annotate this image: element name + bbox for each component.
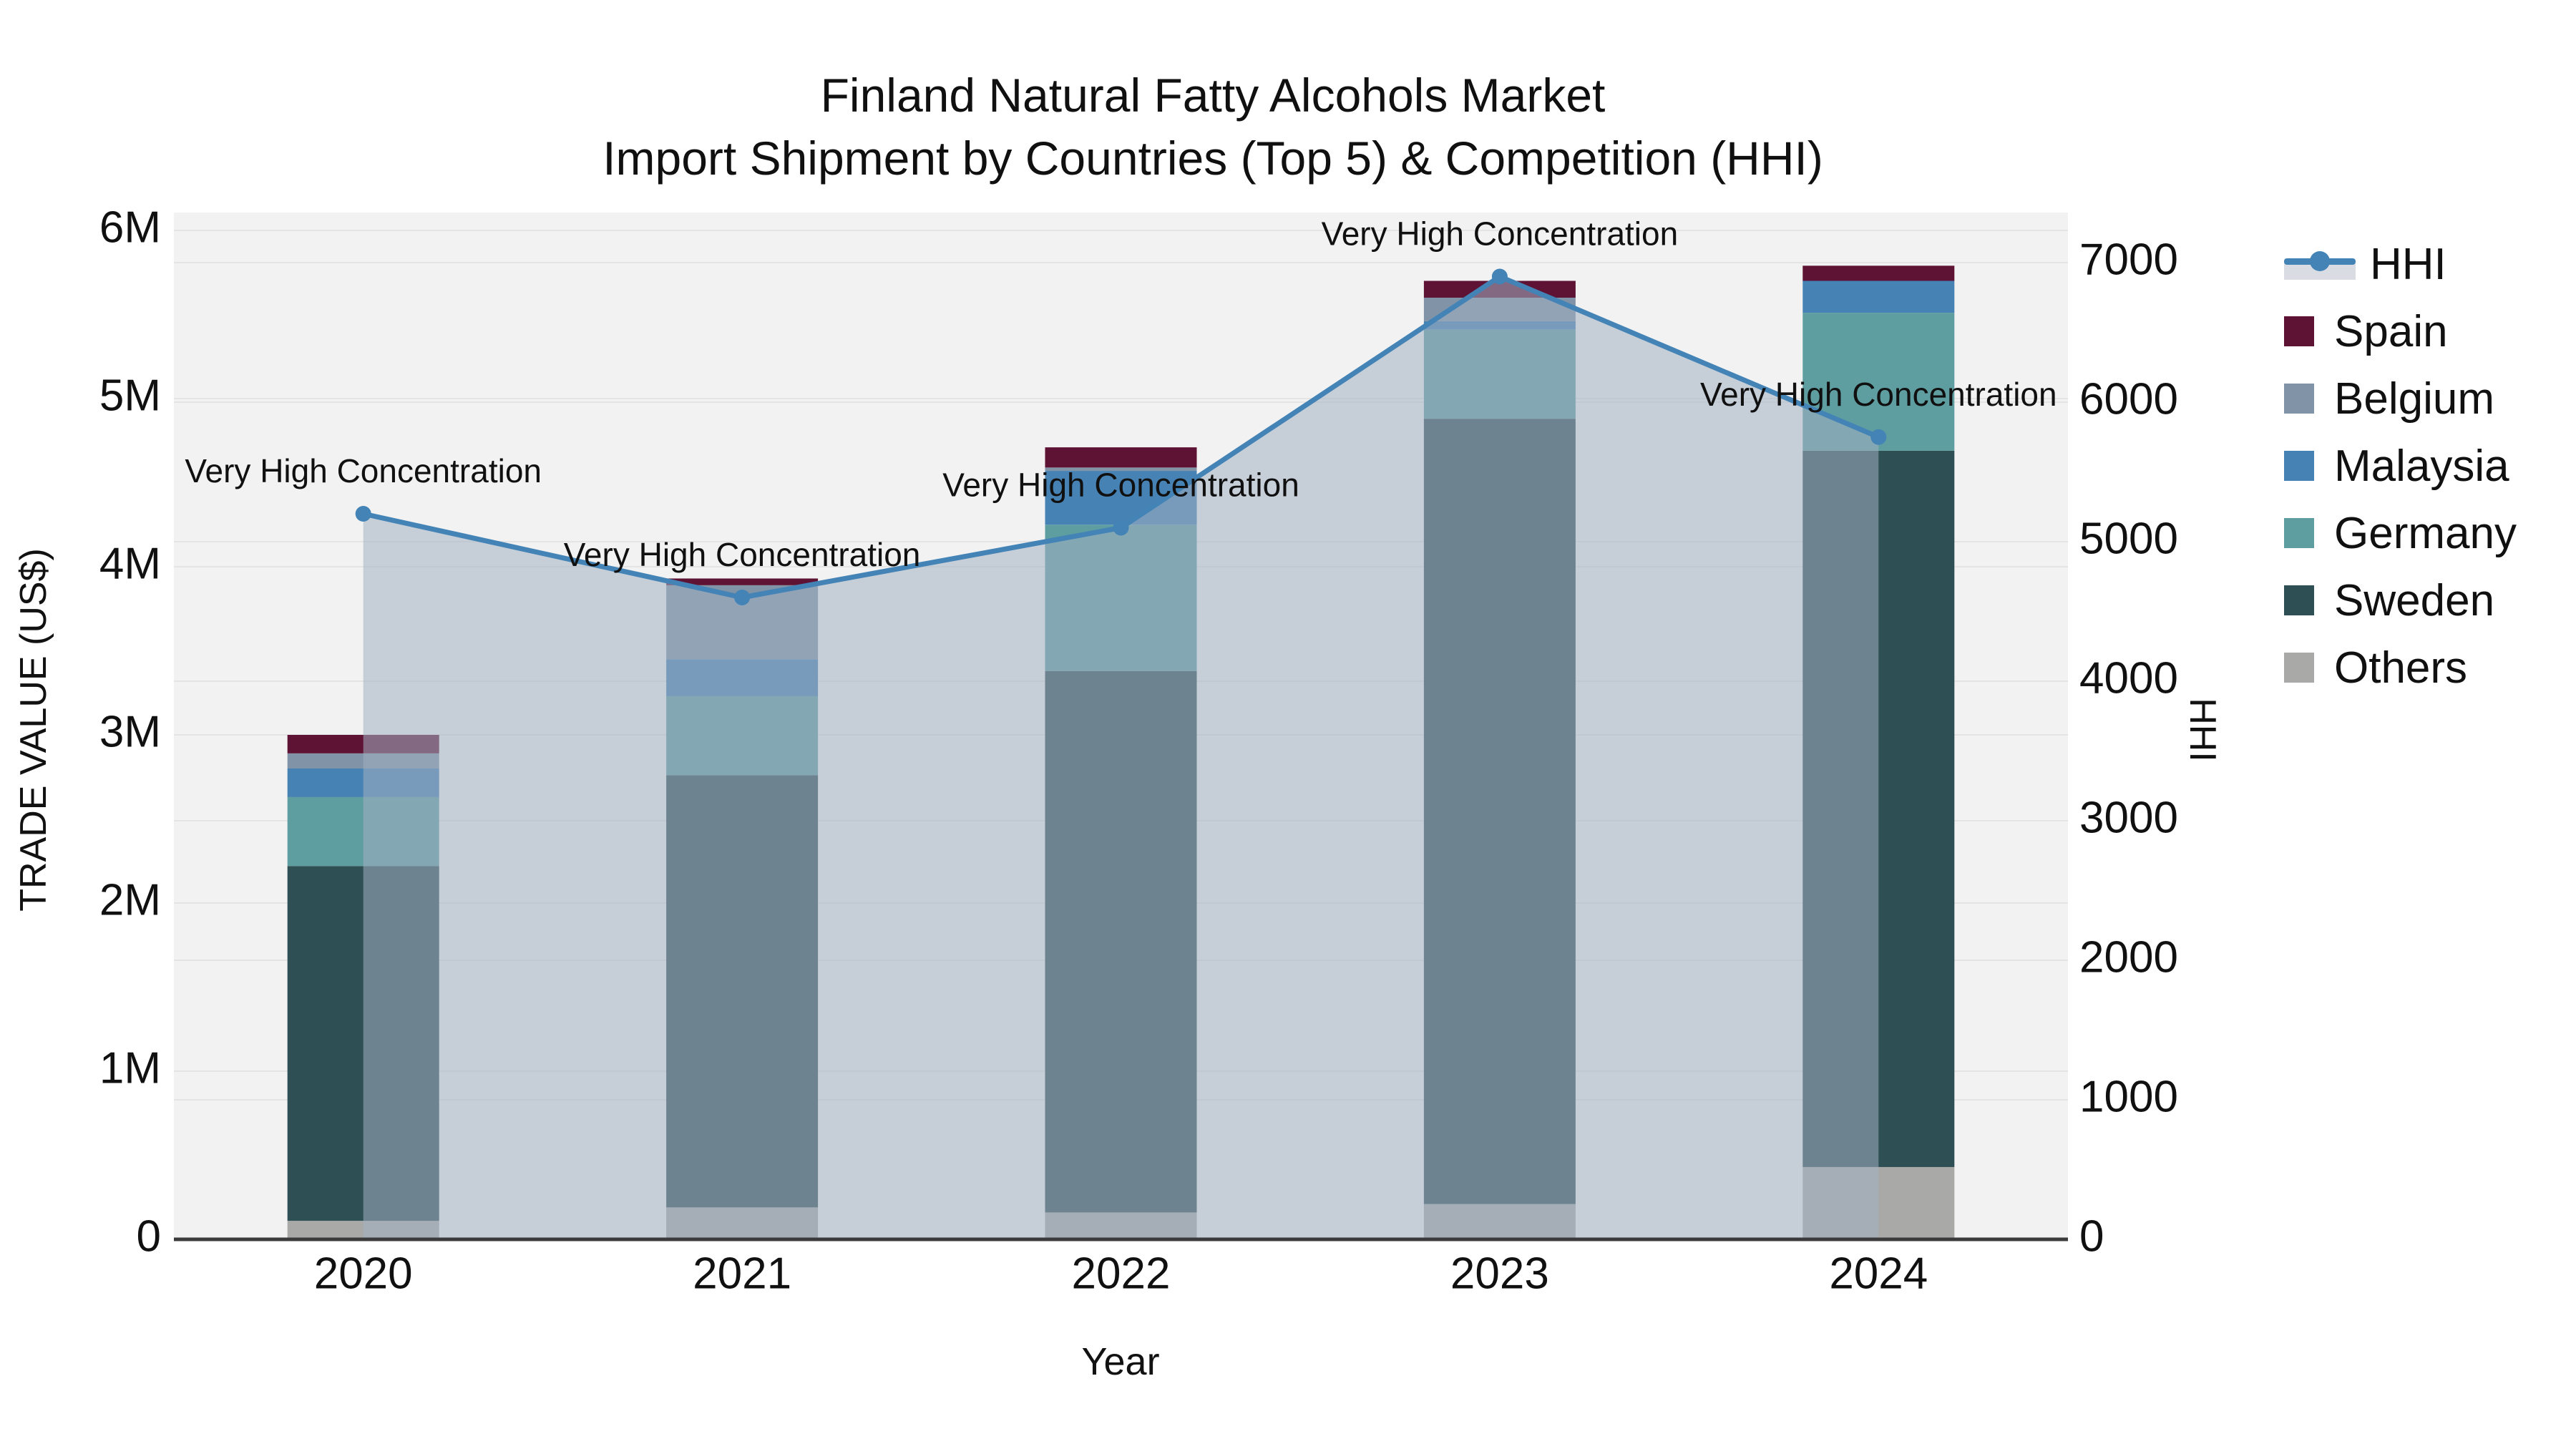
y-right-tick-label: 7000 bbox=[2079, 235, 2178, 284]
y-left-tick-label: 2M bbox=[99, 875, 161, 924]
annotation-2021: Very High Concentration bbox=[564, 536, 921, 573]
bar-segment-malaysia-2024 bbox=[1802, 280, 1955, 313]
x-tick-label-2021: 2021 bbox=[693, 1249, 791, 1298]
legend-swatch-belgium bbox=[2284, 384, 2314, 414]
bar-segment-spain-2024 bbox=[1802, 265, 1955, 281]
legend-label-sweden: Sweden bbox=[2334, 575, 2495, 625]
bar-segment-belgium-2022 bbox=[1045, 467, 1197, 472]
legend-item-malaysia[interactable]: Malaysia bbox=[2284, 432, 2517, 499]
annotation-2023: Very High Concentration bbox=[1322, 215, 1679, 253]
x-tick-label-2022: 2022 bbox=[1072, 1249, 1171, 1298]
legend-item-sweden[interactable]: Sweden bbox=[2284, 567, 2517, 634]
y-right-tick-label: 1000 bbox=[2079, 1072, 2178, 1121]
y-right-tick-label: 0 bbox=[2079, 1211, 2104, 1261]
hhi-area-fill bbox=[363, 276, 1879, 1239]
legend-swatch-malaysia bbox=[2284, 451, 2314, 481]
hhi-marker-2022 bbox=[1113, 519, 1129, 536]
legend-swatch-others bbox=[2284, 653, 2314, 683]
x-tick-label-2020: 2020 bbox=[314, 1249, 413, 1298]
legend-label-spain: Spain bbox=[2334, 306, 2448, 356]
legend-item-germany[interactable]: Germany bbox=[2284, 499, 2517, 567]
y-left-tick-label: 4M bbox=[99, 539, 161, 588]
chart-title-line1: Finland Natural Fatty Alcohols Market bbox=[820, 69, 1606, 122]
hhi-marker-2021 bbox=[734, 590, 751, 605]
legend: HHI Spain Belgium Malaysia Germany Swede… bbox=[2284, 230, 2517, 701]
bar-segment-spain-2021 bbox=[666, 578, 819, 585]
hhi-marker-2024 bbox=[1870, 429, 1887, 445]
y-left-tick-label: 1M bbox=[99, 1043, 161, 1093]
legend-swatch-spain bbox=[2284, 316, 2314, 346]
hhi-marker-2023 bbox=[1491, 268, 1508, 285]
annotation-2022: Very High Concentration bbox=[942, 467, 1299, 504]
bar-segment-spain-2022 bbox=[1045, 447, 1197, 468]
y-left-tick-label: 6M bbox=[99, 203, 161, 252]
legend-swatch-sweden bbox=[2284, 585, 2314, 615]
legend-label-malaysia: Malaysia bbox=[2334, 441, 2509, 491]
x-tick-label-2024: 2024 bbox=[1829, 1249, 1928, 1298]
y-right-tick-label: 5000 bbox=[2079, 514, 2178, 563]
legend-label-germany: Germany bbox=[2334, 508, 2517, 558]
legend-item-spain[interactable]: Spain bbox=[2284, 298, 2517, 365]
y-left-tick-label: 3M bbox=[99, 707, 161, 756]
legend-label-others: Others bbox=[2334, 643, 2468, 693]
legend-label-hhi: HHI bbox=[2370, 239, 2446, 289]
chart-title-line2: Import Shipment by Countries (Top 5) & C… bbox=[602, 132, 1823, 185]
y-left-tick-label: 0 bbox=[137, 1211, 161, 1261]
annotation-2020: Very High Concentration bbox=[185, 452, 542, 489]
x-tick-label-2023: 2023 bbox=[1450, 1249, 1549, 1298]
y-right-tick-label: 6000 bbox=[2079, 374, 2178, 424]
hhi-line-swatch-icon bbox=[2284, 245, 2356, 283]
legend-swatch-germany bbox=[2284, 518, 2314, 548]
y-right-tick-label: 4000 bbox=[2079, 653, 2178, 703]
y-left-tick-label: 5M bbox=[99, 371, 161, 420]
y-right-tick-label: 3000 bbox=[2079, 793, 2178, 842]
legend-item-others[interactable]: Others bbox=[2284, 634, 2517, 701]
x-axis-title: Year bbox=[1081, 1340, 1160, 1383]
y-axis-title-left: TRADE VALUE (US$) bbox=[13, 548, 54, 912]
annotation-2024: Very High Concentration bbox=[1700, 376, 2057, 413]
y-right-tick-label: 2000 bbox=[2079, 932, 2178, 982]
legend-label-belgium: Belgium bbox=[2334, 374, 2494, 424]
hhi-marker-2020 bbox=[355, 506, 371, 522]
legend-item-belgium[interactable]: Belgium bbox=[2284, 365, 2517, 432]
y-axis-title-right: HHI bbox=[2182, 698, 2223, 762]
legend-item-hhi[interactable]: HHI bbox=[2284, 230, 2517, 298]
